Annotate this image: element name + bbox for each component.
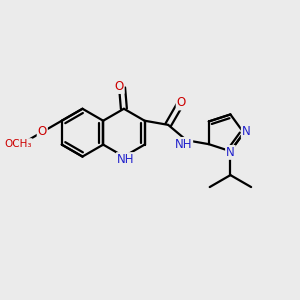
Text: N: N bbox=[226, 146, 235, 159]
Text: O: O bbox=[177, 97, 186, 110]
Text: NH: NH bbox=[175, 138, 192, 151]
Text: O: O bbox=[115, 80, 124, 93]
Text: N: N bbox=[242, 125, 250, 138]
Text: OCH₃: OCH₃ bbox=[4, 139, 32, 149]
Text: NH: NH bbox=[117, 153, 134, 166]
Text: O: O bbox=[38, 125, 47, 138]
